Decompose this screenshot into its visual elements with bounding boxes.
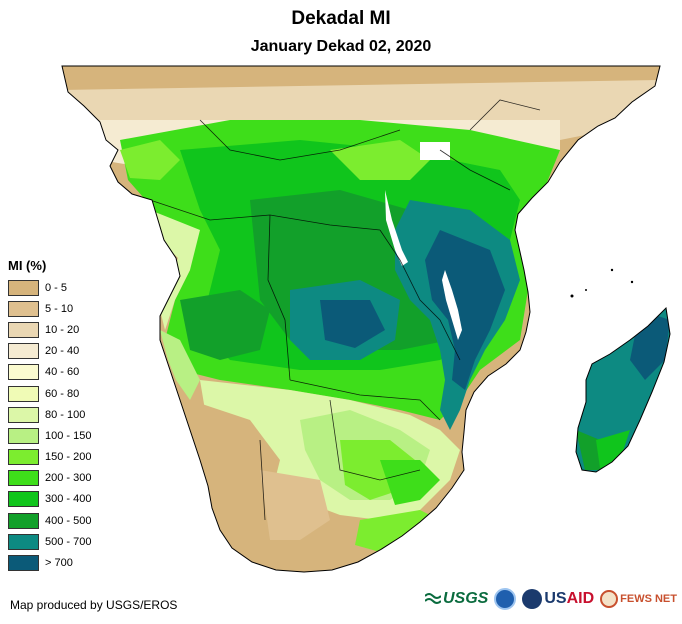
fews-net-text: FEWS NET (620, 593, 677, 605)
legend-label: 150 - 200 (45, 451, 92, 464)
legend-label: 10 - 20 (45, 323, 80, 336)
legend-label: 200 - 300 (45, 472, 92, 485)
usaid-logo: USAID (522, 589, 594, 609)
map-title: Dekadal MI (291, 8, 391, 29)
legend-label: 80 - 100 (45, 408, 86, 421)
legend-swatch (8, 470, 39, 487)
legend-swatch (8, 279, 39, 296)
fews-seal-icon (600, 590, 619, 608)
legend-item: 5 - 10 (8, 298, 138, 319)
legend-swatch (8, 300, 39, 317)
legend-label: 5 - 10 (45, 302, 74, 315)
legend-item: > 700 (8, 552, 138, 573)
noaa-logo-icon (494, 588, 517, 610)
legend-items: 0 - 5 5 - 10 10 - 20 20 - 40 40 - 60 60 - 80 8… (8, 277, 138, 574)
legend-swatch (8, 449, 39, 466)
legend-item: 0 - 5 (8, 277, 138, 298)
legend-item: 200 - 300 (8, 468, 138, 489)
legend-swatch (8, 427, 39, 444)
usaid-aid-text: AID (566, 590, 595, 607)
legend-item: 80 - 100 (8, 404, 138, 425)
legend-item: 40 - 60 (8, 362, 138, 383)
legend-label: 300 - 400 (45, 493, 92, 506)
legend: MI (%) 0 - 5 5 - 10 10 - 20 20 - 40 40 - 60 6… (8, 258, 138, 574)
legend-item: 500 - 700 (8, 531, 138, 552)
legend-label: 60 - 80 (45, 387, 80, 400)
legend-item: 150 - 200 (8, 447, 138, 468)
legend-swatch (8, 343, 39, 360)
legend-label: 0 - 5 (45, 281, 68, 294)
usgs-waves-icon (425, 593, 441, 604)
legend-swatch (8, 512, 39, 529)
credit-text: Map produced by USGS/EROS (10, 598, 178, 612)
legend-label: 40 - 60 (45, 366, 80, 379)
usaid-us-text: US (544, 590, 567, 607)
legend-item: 10 - 20 (8, 319, 138, 340)
legend-swatch (8, 555, 39, 572)
legend-label: > 700 (45, 557, 73, 570)
legend-swatch (8, 364, 39, 381)
legend-item: 300 - 400 (8, 489, 138, 510)
usgs-logo: USGS (425, 590, 488, 608)
legend-swatch (8, 385, 39, 402)
legend-swatch (8, 533, 39, 550)
legend-item: 100 - 150 (8, 425, 138, 446)
legend-item: 60 - 80 (8, 383, 138, 404)
partner-logos: USGS USAID FEWS NET (425, 582, 677, 616)
map-subtitle: January Dekad 02, 2020 (250, 38, 432, 55)
legend-swatch (8, 321, 39, 338)
legend-title: MI (%) (8, 258, 47, 273)
legend-item: 400 - 500 (8, 510, 138, 531)
legend-swatch (8, 491, 39, 508)
usgs-logo-text: USGS (443, 590, 489, 607)
legend-label: 500 - 700 (45, 535, 92, 548)
usaid-seal-icon (522, 589, 543, 609)
legend-label: 400 - 500 (45, 514, 92, 527)
fews-net-logo: FEWS NET (600, 590, 677, 608)
legend-label: 20 - 40 (45, 345, 80, 358)
legend-label: 100 - 150 (45, 429, 92, 442)
legend-swatch (8, 406, 39, 423)
legend-item: 20 - 40 (8, 341, 138, 362)
